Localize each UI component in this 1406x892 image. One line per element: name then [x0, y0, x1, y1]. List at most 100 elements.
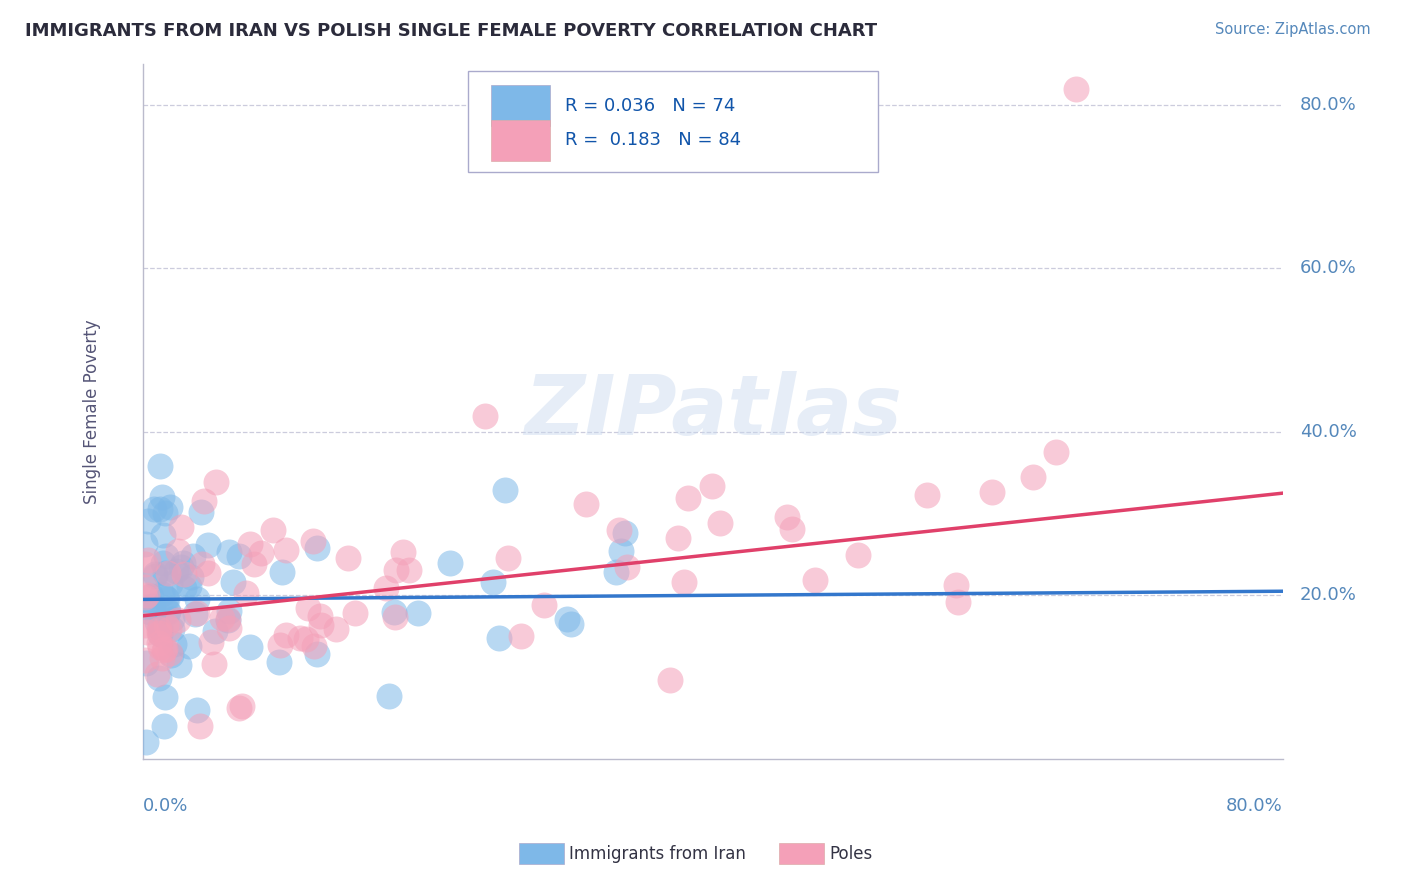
Point — [709, 516, 731, 531]
Text: R = 0.036   N = 74: R = 0.036 N = 74 — [565, 96, 735, 115]
Point — [146, 666, 169, 681]
Point — [150, 650, 173, 665]
Text: 0.0%: 0.0% — [143, 797, 188, 815]
Point — [197, 538, 219, 552]
Point — [197, 566, 219, 581]
Point — [184, 607, 207, 621]
Point — [159, 647, 181, 661]
Point — [375, 582, 398, 596]
Text: ZIPatlas: ZIPatlas — [524, 371, 901, 452]
Point — [152, 527, 174, 541]
Point — [305, 648, 328, 662]
Text: Source: ZipAtlas.com: Source: ZipAtlas.com — [1215, 22, 1371, 37]
Point — [678, 491, 700, 506]
Point — [406, 607, 429, 621]
Point — [153, 690, 176, 704]
Point — [141, 599, 163, 614]
Point — [309, 617, 332, 632]
Point — [205, 475, 228, 489]
Point — [228, 701, 250, 715]
Point — [555, 611, 578, 625]
Point — [148, 636, 170, 650]
Point — [135, 735, 157, 749]
Point — [162, 637, 184, 651]
Point — [181, 549, 204, 564]
Point — [190, 505, 212, 519]
Point — [297, 601, 319, 615]
Point — [134, 618, 156, 632]
Point — [136, 552, 159, 566]
Point — [160, 648, 183, 662]
FancyBboxPatch shape — [491, 120, 550, 161]
Point — [510, 629, 533, 643]
Point — [295, 632, 318, 647]
Point — [134, 557, 156, 571]
Point — [173, 582, 195, 596]
Point — [148, 671, 170, 685]
Point — [170, 560, 193, 574]
Point — [659, 673, 682, 687]
Point — [148, 623, 170, 637]
Point — [138, 514, 160, 528]
Point — [945, 578, 967, 592]
Point — [166, 544, 188, 558]
Point — [200, 635, 222, 649]
Point — [262, 524, 284, 538]
Point — [162, 612, 184, 626]
Point — [155, 617, 177, 632]
Point — [134, 590, 156, 604]
Point — [149, 626, 172, 640]
Point — [143, 502, 166, 516]
Text: 80.0%: 80.0% — [1299, 96, 1357, 114]
Point — [392, 545, 415, 559]
Text: IMMIGRANTS FROM IRAN VS POLISH SINGLE FEMALE POVERTY CORRELATION CHART: IMMIGRANTS FROM IRAN VS POLISH SINGLE FE… — [25, 22, 877, 40]
Point — [155, 507, 177, 521]
Point — [222, 574, 245, 589]
Point — [271, 566, 294, 580]
Point — [243, 557, 266, 571]
Point — [155, 591, 177, 606]
Point — [325, 622, 347, 636]
Point — [180, 570, 202, 584]
Point — [560, 617, 582, 632]
Point — [337, 551, 360, 566]
Point — [167, 658, 190, 673]
Text: R =  0.183   N = 84: R = 0.183 N = 84 — [565, 131, 741, 150]
Point — [288, 631, 311, 645]
Point — [152, 556, 174, 570]
Point — [211, 611, 233, 625]
Point — [700, 478, 723, 492]
Point — [948, 595, 970, 609]
Point — [186, 607, 208, 621]
Point — [378, 690, 401, 704]
Point — [1022, 470, 1045, 484]
Point — [269, 638, 291, 652]
Point — [269, 655, 291, 669]
Point — [1064, 81, 1087, 95]
Point — [217, 613, 239, 627]
Point — [149, 621, 172, 635]
Point — [780, 522, 803, 536]
Point — [177, 579, 200, 593]
Point — [157, 605, 180, 619]
Point — [610, 544, 633, 558]
Point — [136, 588, 159, 602]
Point — [382, 605, 405, 619]
Text: 80.0%: 80.0% — [1226, 797, 1282, 815]
Point — [188, 719, 211, 733]
Point — [533, 599, 555, 613]
Point — [274, 542, 297, 557]
Point — [803, 573, 825, 587]
Point — [149, 502, 172, 516]
Point — [135, 656, 157, 670]
Point — [135, 600, 157, 615]
Point — [139, 605, 162, 619]
Point — [155, 642, 177, 657]
Point — [239, 640, 262, 654]
Point — [385, 563, 408, 577]
Point — [193, 493, 215, 508]
Point — [156, 566, 179, 580]
Point — [149, 640, 172, 654]
Point — [1045, 445, 1067, 459]
Point — [917, 488, 939, 502]
